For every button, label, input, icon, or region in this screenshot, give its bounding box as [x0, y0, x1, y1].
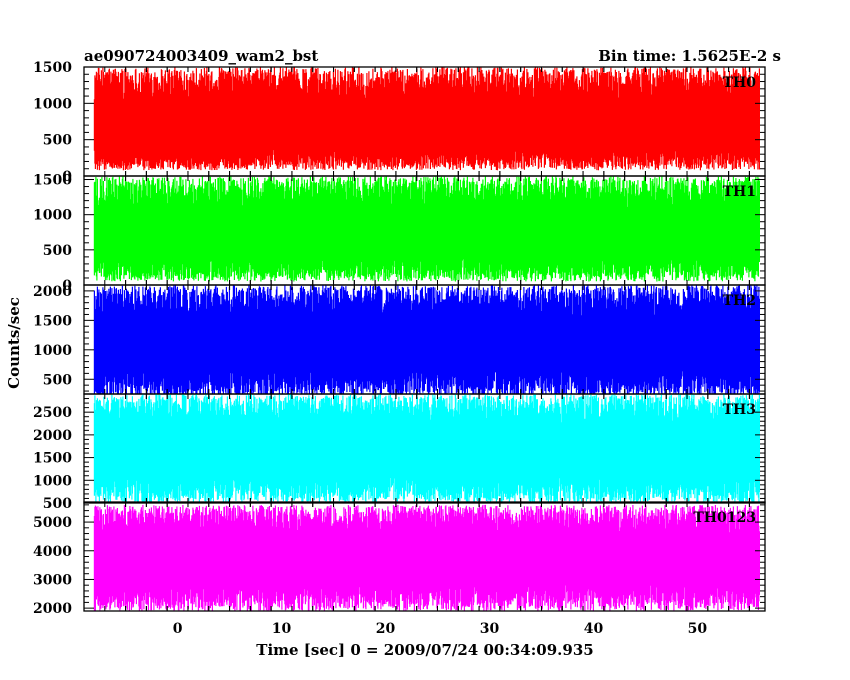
- series-band-th1: [94, 209, 760, 258]
- panels-group: 050010001500TH0050010001500TH15001000150…: [33, 60, 766, 637]
- y-tick-label: 500: [43, 372, 72, 388]
- series-band-th3: [94, 425, 760, 475]
- series-band-th0: [94, 102, 760, 149]
- panel-label-th0: TH0: [723, 75, 757, 91]
- y-tick-label: 1000: [33, 96, 72, 112]
- y-tick-label: 2000: [33, 601, 72, 617]
- panel-th0123: 2000 3000 4000 5000 TH0123: [33, 501, 766, 617]
- x-tick-label: 40: [584, 621, 604, 637]
- y-tick-label: 1500: [33, 451, 72, 467]
- y-tick-label: 500: [43, 133, 72, 149]
- y-tick-label: 1500: [33, 173, 72, 189]
- panel-th2: 500 1000 1500 2000 TH2: [33, 284, 766, 395]
- y-tick-label: 1000: [33, 208, 72, 224]
- y-tick-label: 0: [62, 169, 72, 185]
- y-tick-label: 2500: [33, 405, 72, 421]
- y-tick-label: 500: [43, 243, 72, 259]
- panel-th0: 0 500 1000 1500 TH0: [33, 60, 766, 185]
- y-tick-label: 1000: [33, 473, 72, 489]
- panel-label-th1: TH1: [723, 184, 756, 200]
- y-tick-label: 2000: [33, 428, 72, 444]
- y-tick-label: 4000: [33, 544, 72, 560]
- x-tick-label: 50: [688, 621, 708, 637]
- x-tick-label: 0: [173, 621, 183, 637]
- y-tick-label: 0: [62, 278, 72, 294]
- panel-label-th3: TH3: [723, 402, 756, 418]
- y-tick-label: 1500: [33, 60, 72, 76]
- chart-title: ae090724003409_wam2_bst: [84, 47, 318, 65]
- x-tick-label: 20: [376, 621, 396, 637]
- panel-th1: 0 500 1000 1500 TH1: [33, 173, 766, 294]
- y-tick-label: 500: [43, 496, 72, 512]
- x-axis-label: Time [sec] 0 = 2009/07/24 00:34:09.935: [256, 641, 593, 659]
- y-tick-label: 1000: [33, 343, 72, 359]
- y-tick-label: 1500: [33, 313, 72, 329]
- y-tick-label: 5000: [33, 515, 72, 531]
- chart-subtitle: Bin time: 1.5625E-2 s: [598, 47, 781, 65]
- y-axis-label: Counts/sec: [5, 297, 23, 389]
- y-tick-label: 2000: [33, 284, 72, 300]
- x-tick-label: 10: [272, 621, 292, 637]
- x-tick-label: 30: [480, 621, 500, 637]
- series-band-th2: [94, 317, 760, 368]
- panel-th3: 500 1000 1500 2000 2500 TH3: [33, 393, 766, 512]
- y-tick-label: 3000: [33, 572, 72, 588]
- series-band-th0123: [94, 534, 760, 583]
- panel-label-th2: TH2: [723, 293, 756, 309]
- panel-label-th0123: TH0123: [693, 510, 756, 526]
